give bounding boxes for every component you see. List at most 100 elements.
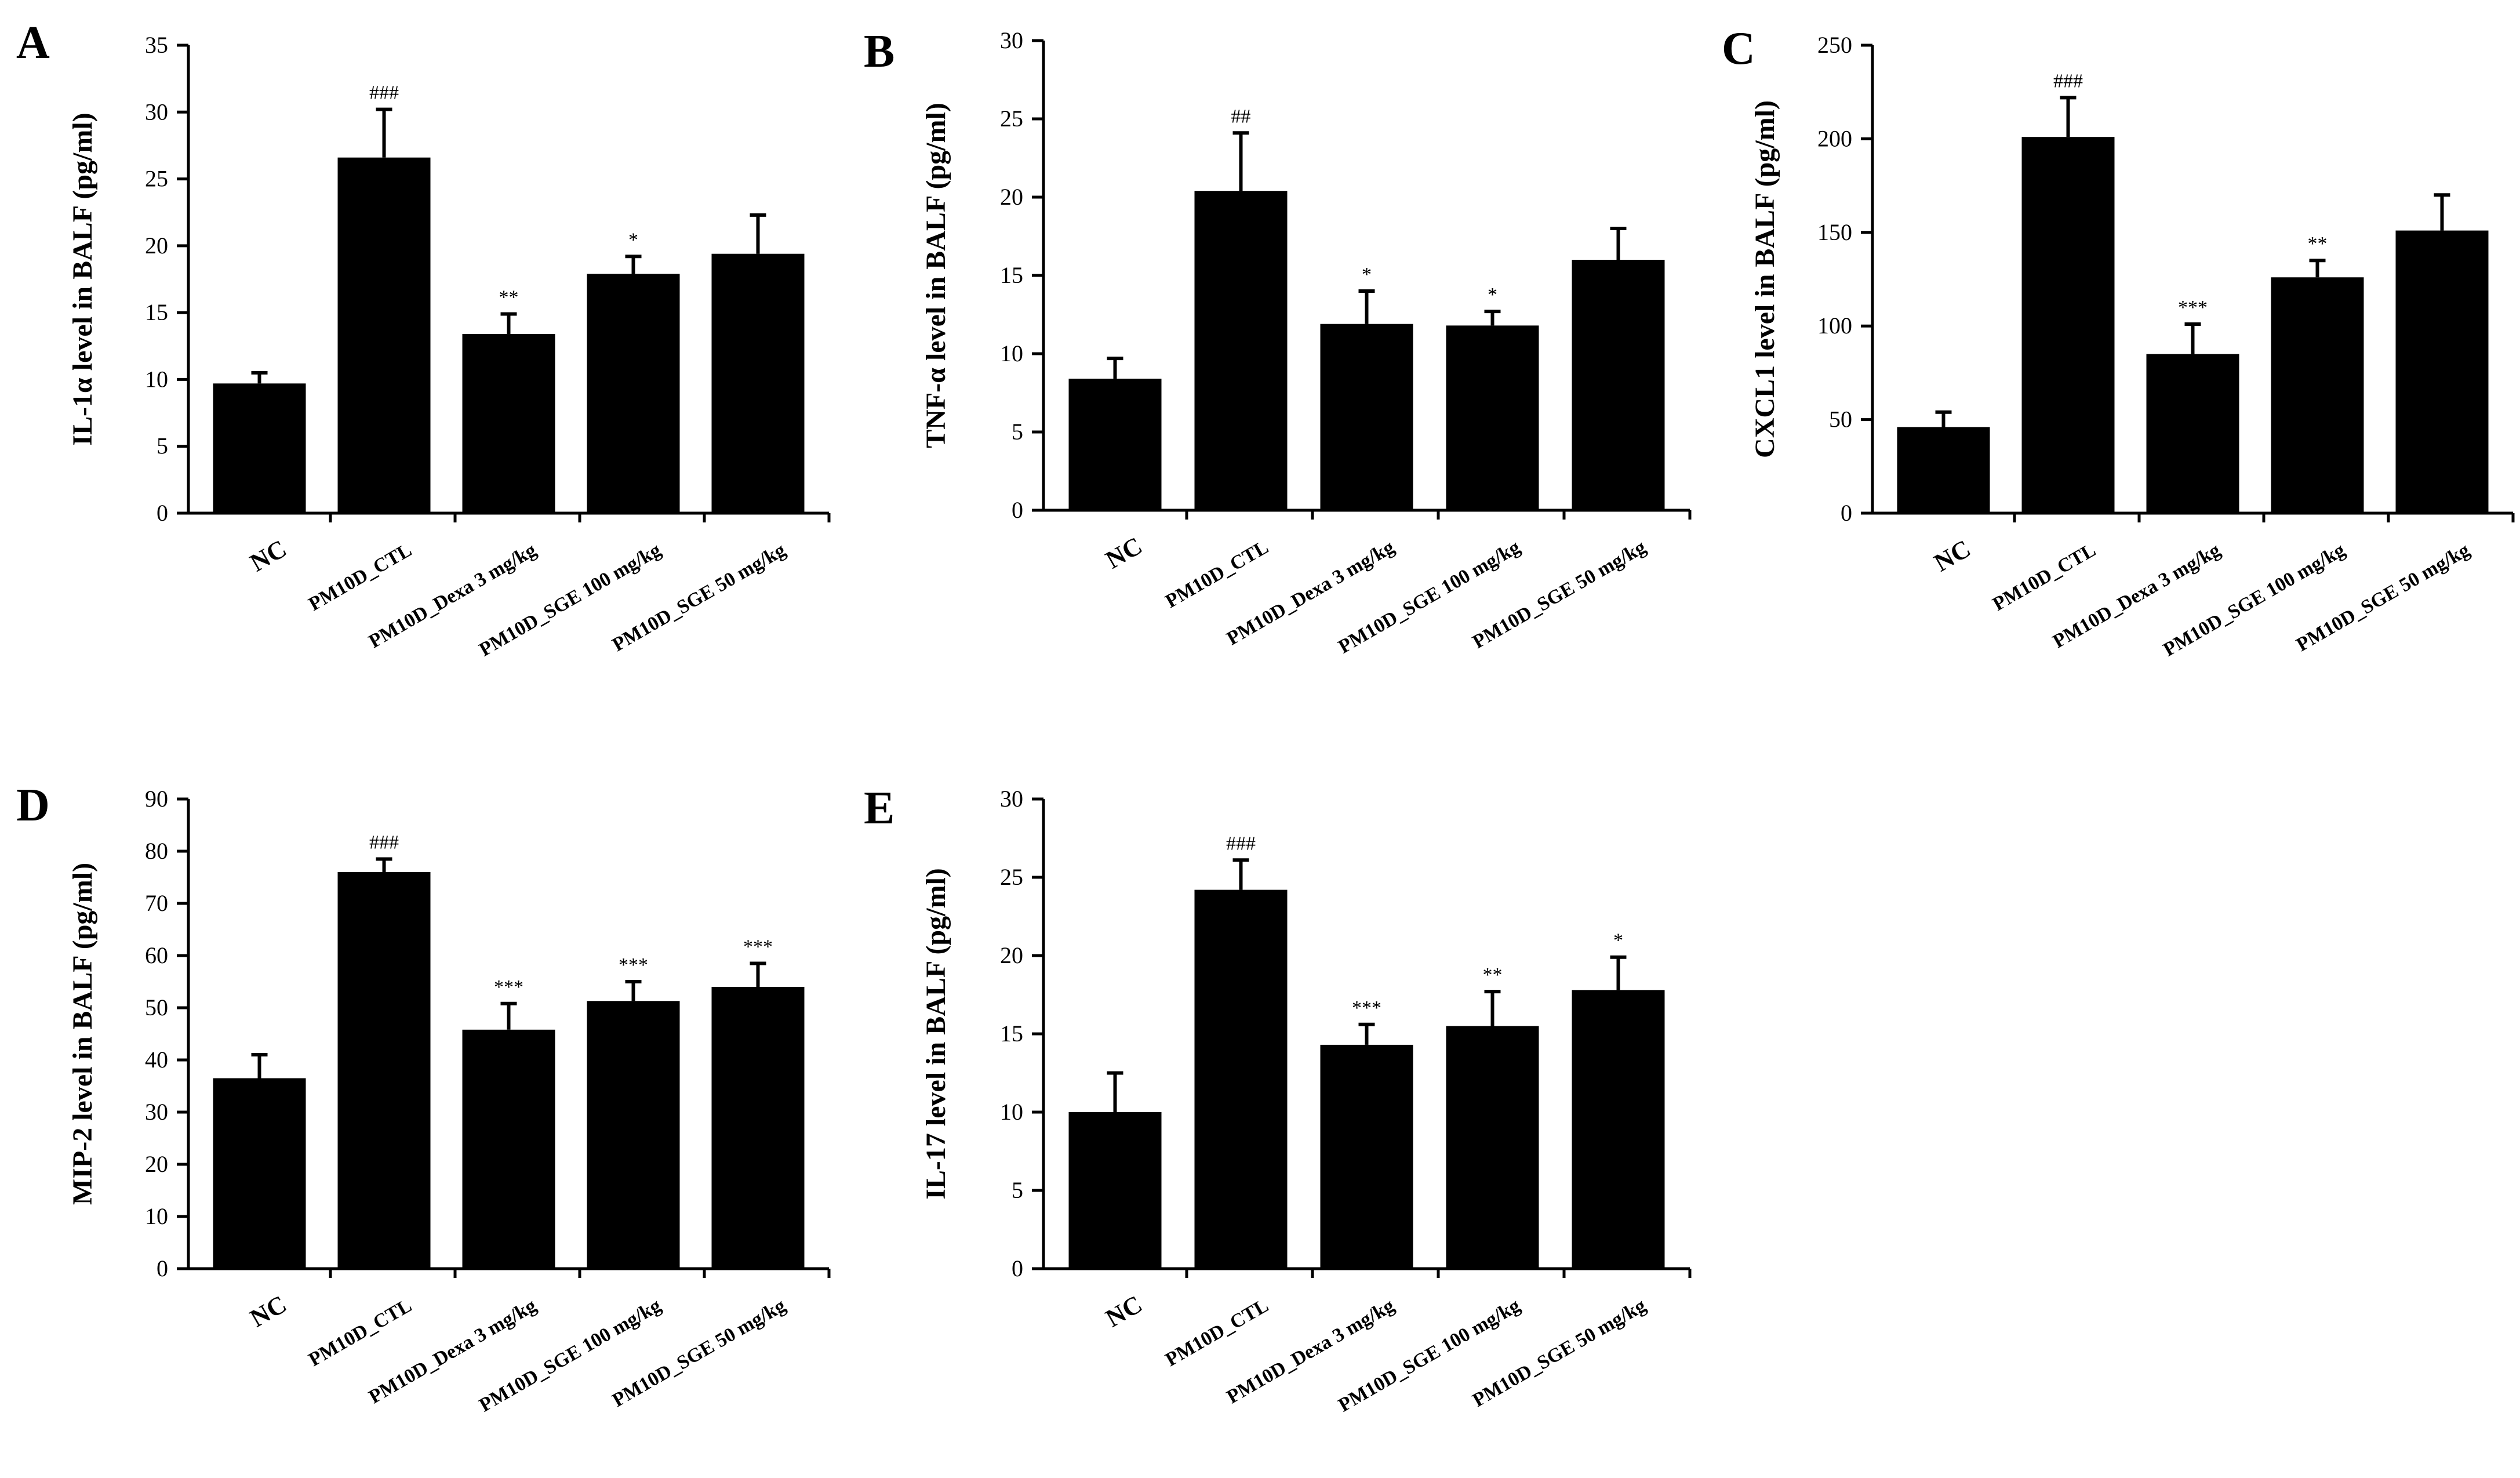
panel-a-significance: ** [499, 286, 519, 308]
panel-c-significance: ### [2053, 70, 2083, 92]
panel-b-bar [1572, 260, 1665, 510]
panel-c-bar [1897, 427, 1990, 513]
panel-a-y-tick-label: 20 [145, 233, 168, 259]
panel-a-y-tick-label: 5 [157, 433, 168, 459]
panel-a-bar [462, 334, 555, 513]
panel-b-y-tick-label: 30 [1000, 27, 1023, 53]
panel-d-y-tick-label: 30 [145, 1099, 168, 1125]
panel-b-x-tick-label: NC [1101, 531, 1147, 574]
panel-a-y-tick-label: 25 [145, 166, 168, 192]
panel-a-y-tick-label: 0 [157, 500, 168, 526]
panel-d-y-axis-label: MIP-2 level in BALF (pg/ml) [67, 863, 98, 1205]
panel-a-x-tick-label: PM10D_CTL [305, 539, 415, 615]
panel-e-y-tick-label: 30 [1000, 786, 1023, 812]
panel-d-significance: *** [494, 976, 523, 998]
panel-a-x-tick-label: NC [245, 534, 292, 577]
panel-a-y-tick-label: 10 [145, 366, 168, 392]
panel-c-significance: ** [2308, 233, 2328, 255]
panel-c-bar [2146, 354, 2239, 513]
panel-b-significance: * [1488, 284, 1497, 306]
panel-a-significance: * [628, 229, 638, 250]
panel-e-y-tick-label: 10 [1000, 1099, 1023, 1125]
panel-a-y-tick-label: 35 [145, 32, 168, 58]
panel-e-significance: ** [1483, 964, 1503, 986]
panel-b-significance: * [1362, 264, 1372, 285]
panel-e-significance: * [1613, 930, 1623, 952]
panel-b-x-tick-label: PM10D_CTL [1162, 536, 1272, 612]
panel-d-y-tick-label: 90 [145, 786, 168, 812]
panel-a-y-tick-label: 30 [145, 99, 168, 125]
panel-d-y-tick-label: 60 [145, 942, 168, 968]
panel-b-y-tick-label: 15 [1000, 262, 1023, 288]
panel-a-letter: A [16, 17, 50, 68]
panel-e-y-tick-label: 0 [1012, 1255, 1023, 1281]
panel-c-y-tick-label: 150 [1817, 219, 1852, 245]
panel-d-bar [462, 1029, 555, 1269]
panel-b-significance: ## [1231, 106, 1251, 127]
panel-e-bar [1194, 889, 1288, 1269]
panel-e: E 0 5 10 15 20 25 30 IL-17 level in BALF (pg/ml)… [864, 783, 1692, 1416]
panel-d-bar [587, 1001, 680, 1269]
panel-a: A 0 5 10 15 20 25 30 35 IL-1α level in BALF (pg/m… [16, 17, 831, 660]
panel-c-y-tick-label: 100 [1817, 313, 1852, 339]
panel-d: D 0 10 20 30 40 50 60 70 80 90 MIP-2 level in BALF … [16, 780, 831, 1416]
panel-b-y-tick-label: 20 [1000, 184, 1023, 210]
panel-a-significance: ### [369, 82, 399, 104]
panel-e-y-tick-label: 5 [1012, 1177, 1023, 1203]
panel-e-letter: E [864, 783, 894, 834]
panel-b-bar [1320, 324, 1413, 510]
panel-a-bar [213, 383, 306, 513]
panel-c-bar [2395, 230, 2489, 513]
panel-b-y-tick-label: 10 [1000, 340, 1023, 366]
panel-d-y-tick-label: 10 [145, 1203, 168, 1229]
panel-b-bar [1194, 191, 1288, 510]
panel-c-significance: *** [2178, 297, 2208, 318]
panel-a-y-axis-label: IL-1α level in BALF (pg/ml) [67, 112, 98, 445]
panel-b: B 0 5 10 15 20 25 30 TNF-α level in BALF (pg/ml)… [864, 26, 1692, 658]
panel-b-bar [1068, 379, 1162, 510]
panel-a-y-tick-label: 15 [145, 299, 168, 325]
panel-e-bar [1572, 990, 1665, 1269]
panel-e-significance: ### [1226, 833, 1256, 854]
panel-a-bar [587, 274, 680, 513]
panel-e-y-tick-label: 15 [1000, 1021, 1023, 1047]
panel-c: C 0 50 100 150 200 250 CXCL1 level in BALF (pg/… [1722, 23, 2515, 660]
panel-d-y-tick-label: 70 [145, 890, 168, 916]
panel-c-x-tick-label: PM10D_CTL [1989, 539, 2099, 615]
panel-d-bar [213, 1078, 306, 1269]
panel-d-x-tick-label: NC [245, 1290, 292, 1332]
panel-c-y-tick-label: 0 [1841, 500, 1852, 526]
panel-d-letter: D [16, 780, 50, 831]
panel-e-y-tick-label: 20 [1000, 942, 1023, 968]
panel-c-y-tick-label: 250 [1817, 32, 1852, 58]
panel-c-y-axis-label: CXCL1 level in BALF (pg/ml) [1750, 100, 1780, 458]
panel-d-y-tick-label: 20 [145, 1151, 168, 1177]
panel-d-bar [711, 987, 805, 1269]
panel-d-significance: *** [743, 936, 773, 958]
panel-e-y-tick-label: 25 [1000, 864, 1023, 890]
panel-b-y-tick-label: 25 [1000, 106, 1023, 132]
panel-b-y-tick-label: 0 [1012, 497, 1023, 523]
panel-d-y-tick-label: 80 [145, 838, 168, 864]
panel-d-bar [337, 872, 431, 1269]
panel-d-y-tick-label: 0 [157, 1255, 168, 1281]
panel-c-x-tick-label: NC [1929, 534, 1976, 577]
panel-c-y-tick-label: 50 [1829, 406, 1852, 433]
panel-c-bar [2021, 137, 2115, 513]
panel-b-y-axis-label: TNF-α level in BALF (pg/ml) [921, 103, 951, 448]
panel-e-y-axis-label: IL-17 level in BALF (pg/ml) [921, 868, 951, 1200]
panel-e-x-tick-label: PM10D_CTL [1162, 1295, 1272, 1371]
panel-d-x-tick-label: PM10D_CTL [305, 1295, 415, 1371]
panel-b-letter: B [864, 26, 894, 77]
panel-a-bar [711, 253, 805, 513]
panel-c-letter: C [1722, 23, 1755, 74]
panel-e-x-tick-label: NC [1101, 1290, 1147, 1332]
panel-c-y-tick-label: 200 [1817, 125, 1852, 151]
panel-e-bar [1446, 1026, 1539, 1269]
panel-b-y-tick-label: 5 [1012, 419, 1023, 445]
panel-b-bar [1446, 325, 1539, 510]
panel-d-significance: ### [369, 832, 399, 854]
panel-d-significance: *** [619, 954, 648, 976]
panel-d-y-tick-label: 50 [145, 994, 168, 1021]
